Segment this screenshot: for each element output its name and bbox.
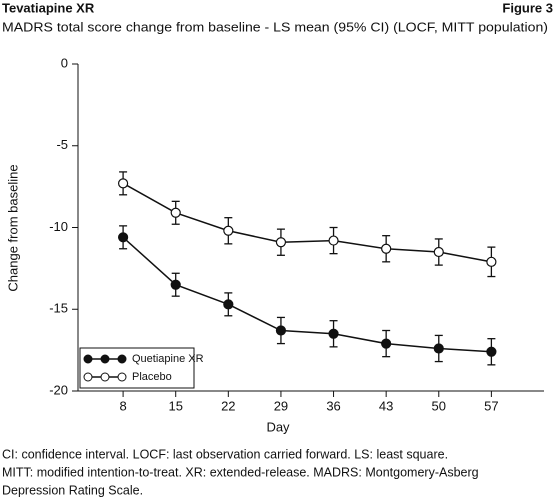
legend-marker bbox=[117, 372, 127, 382]
x-tick-label: 22 bbox=[221, 398, 235, 413]
legend-marker bbox=[100, 354, 110, 364]
legend-marker bbox=[83, 354, 93, 364]
y-tick-label: -15 bbox=[49, 301, 68, 316]
legend-box bbox=[79, 347, 195, 389]
x-tick-label: 15 bbox=[168, 398, 182, 413]
x-tick-label: 29 bbox=[274, 398, 288, 413]
footnote: Depression Rating Scale. bbox=[2, 483, 143, 497]
marker bbox=[433, 246, 444, 258]
header: Tevatiapine XR bbox=[2, 0, 95, 15]
y-axis-label: Change from baseline bbox=[5, 164, 20, 291]
marker bbox=[381, 243, 392, 254]
series-line bbox=[122, 236, 492, 353]
marker bbox=[433, 343, 444, 354]
marker bbox=[275, 237, 287, 248]
marker bbox=[328, 328, 339, 339]
marker bbox=[328, 235, 339, 246]
legend-marker bbox=[83, 372, 93, 382]
footnote: MITT: modified intention-to-treat. XR: e… bbox=[2, 465, 479, 479]
marker bbox=[223, 299, 234, 310]
x-tick-label: 57 bbox=[484, 398, 498, 413]
chart-title: MADRS total score change from baseline -… bbox=[2, 19, 548, 34]
x-axis-label: Day bbox=[266, 419, 290, 434]
marker bbox=[170, 279, 181, 290]
y-tick-label: -5 bbox=[56, 137, 68, 152]
marker bbox=[117, 178, 129, 189]
marker bbox=[486, 256, 497, 267]
x-tick-label: 36 bbox=[326, 398, 340, 413]
footnote: CI: confidence interval. LOCF: last obse… bbox=[2, 447, 448, 461]
marker bbox=[486, 346, 497, 357]
y-tick-label: 0 bbox=[61, 55, 68, 70]
y-tick-label: -10 bbox=[49, 219, 68, 234]
marker bbox=[170, 207, 181, 218]
marker bbox=[117, 232, 129, 243]
legend-marker bbox=[117, 354, 127, 364]
y-tick-label: -20 bbox=[49, 382, 68, 397]
marker bbox=[381, 338, 392, 349]
legend-marker bbox=[100, 372, 110, 382]
x-tick-label: 50 bbox=[432, 398, 446, 413]
legend-label: Placebo bbox=[132, 371, 172, 383]
x-tick-label: 8 bbox=[119, 398, 126, 413]
legend-label: Quetiapine XR bbox=[132, 353, 204, 365]
figure-label: Figure 3 bbox=[502, 0, 553, 15]
series-line bbox=[122, 182, 492, 263]
marker bbox=[223, 225, 234, 236]
x-tick-label: 43 bbox=[379, 398, 393, 413]
marker bbox=[275, 325, 287, 336]
